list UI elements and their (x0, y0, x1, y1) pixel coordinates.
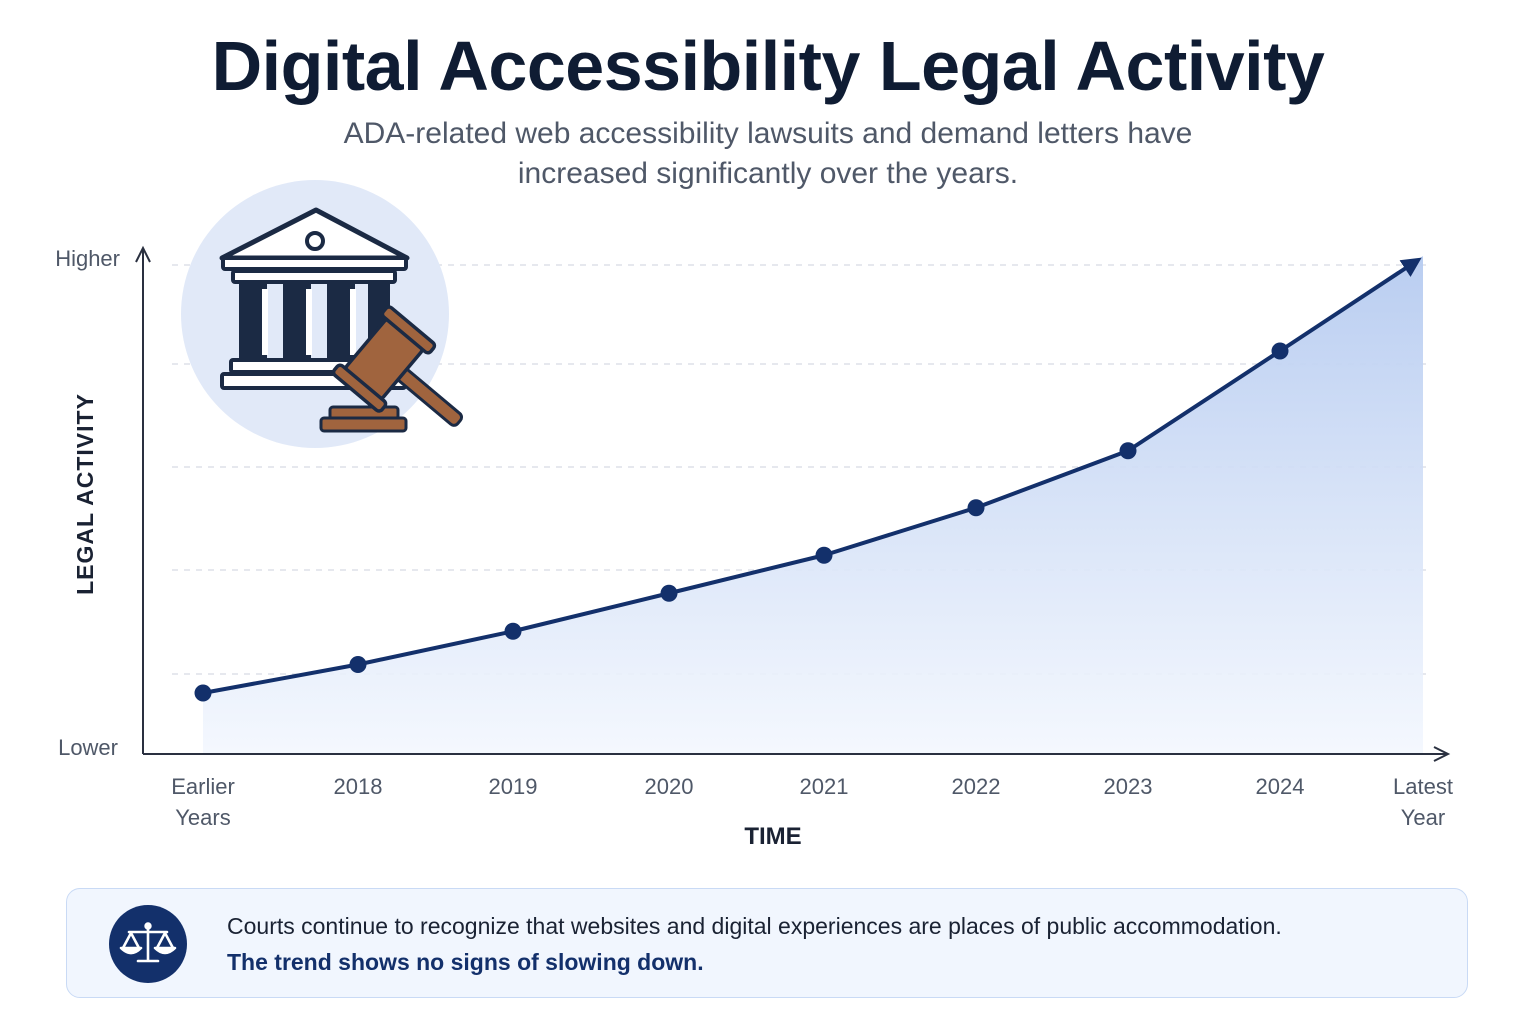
courthouse-gavel-icon (181, 180, 464, 448)
data-point (1271, 342, 1289, 360)
area-fill (203, 256, 1423, 753)
scales-of-justice-icon (109, 905, 187, 983)
x-axis-arrow (1433, 746, 1451, 762)
x-tick-labels: Earlier Years 2018 2019 2020 2021 2022 2023 2024… (171, 774, 1453, 830)
data-point (660, 584, 678, 602)
series-line (201, 349, 1282, 695)
line-chart: Higher Lower LEGAL ACTIVITY TIME Earlier… (55, 180, 1453, 850)
data-points (194, 342, 1289, 702)
x-tick-label: Earlier (171, 774, 235, 799)
y-tick-label-bottom: Lower (58, 735, 118, 760)
axes (135, 245, 1451, 762)
y-axis-arrow (135, 245, 151, 263)
callout-emphasis-text: The trend shows no signs of slowing down… (227, 949, 704, 975)
data-point (967, 499, 985, 517)
subtitle-line: increased significantly over the years. (517, 157, 1019, 190)
callout-text: Courts continue to recognize that websit… (227, 913, 1282, 939)
chart-title: Digital Accessibility Legal Activity (211, 27, 1325, 105)
y-tick-label-top: Higher (55, 246, 120, 271)
data-point (194, 684, 212, 702)
subtitle-line: ADA-related web accessibility lawsuits a… (343, 117, 1193, 150)
x-tick-label: 2018 (334, 774, 383, 799)
x-tick-label: 2019 (489, 774, 538, 799)
x-tick-label: 2022 (952, 774, 1001, 799)
x-tick-label: Latest (1393, 774, 1453, 799)
x-tick-label: 2024 (1256, 774, 1305, 799)
x-tick-label: 2021 (800, 774, 849, 799)
x-tick-label: Years (175, 805, 230, 830)
data-point (349, 656, 367, 673)
x-axis-label: TIME (744, 823, 801, 850)
x-tick-label: 2020 (645, 774, 694, 799)
callout-box: Courts continue to recognize that websit… (66, 888, 1468, 998)
data-point (815, 546, 833, 564)
chart-subtitle: ADA-related web accessibility lawsuits a… (318, 114, 1218, 194)
data-point (504, 622, 522, 640)
x-tick-label: 2023 (1104, 774, 1153, 799)
trend-arrow (1278, 257, 1422, 353)
x-tick-label: Year (1401, 805, 1445, 830)
data-point (1119, 442, 1137, 460)
y-axis-label: LEGAL ACTIVITY (72, 393, 98, 595)
